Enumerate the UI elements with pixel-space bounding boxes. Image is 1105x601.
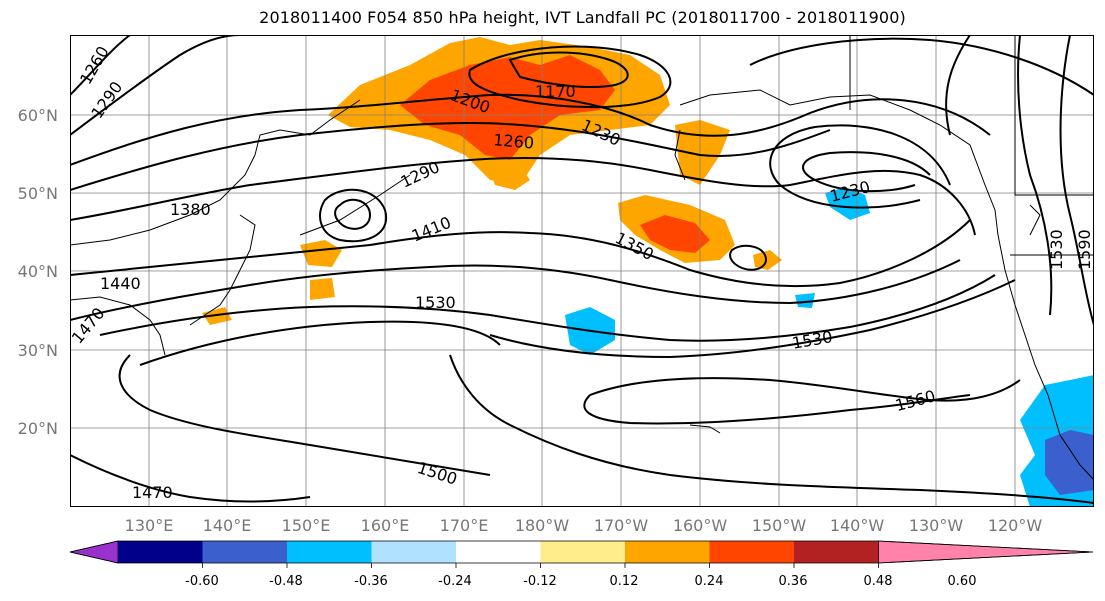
colorbar-segment	[709, 541, 794, 563]
lon-label: 150°W	[751, 516, 807, 535]
colorbar-extend-min	[69, 540, 119, 564]
colorbar-segment	[287, 541, 372, 563]
colorbar-segment	[371, 541, 456, 563]
colorbar-tick-label: -0.60	[185, 574, 219, 589]
lon-label: 180°W	[514, 516, 570, 535]
contour-label: 1470	[132, 483, 173, 502]
colorbar-tick-label: 0.60	[947, 574, 977, 589]
lon-label: 140°W	[829, 516, 885, 535]
graticule	[70, 35, 1094, 507]
lat-label-50n: 50°N	[17, 184, 58, 203]
lon-label: 170°W	[593, 516, 649, 535]
lat-label-60n: 60°N	[17, 106, 58, 125]
colorbar-segment	[540, 541, 625, 563]
lat-label-30n: 30°N	[17, 341, 58, 360]
contour-label: 1530	[415, 293, 456, 312]
colorbar-tick-label: 0.12	[609, 574, 639, 589]
lon-label: 140°E	[202, 516, 252, 535]
contour-label: 1260	[493, 130, 535, 152]
negative-anomaly-shading	[565, 187, 1094, 507]
lat-label-20n: 20°N	[17, 419, 58, 438]
colorbar-tick-label: -0.36	[354, 574, 388, 589]
colorbar-segment	[794, 541, 879, 563]
colorbar-outline	[69, 540, 1094, 564]
colorbar-tick-label: 0.24	[694, 574, 724, 589]
contour-label: 1440	[100, 274, 141, 293]
positive-anomaly-shading	[202, 37, 782, 325]
lon-label: 160°E	[360, 516, 410, 535]
height-contours	[70, 35, 1094, 504]
contour-label: 1170	[535, 82, 576, 101]
contour-label: 1380	[170, 200, 211, 219]
lon-label: 130°E	[124, 516, 174, 535]
lon-label: 160°W	[672, 516, 728, 535]
coastlines	[70, 35, 1094, 481]
colorbar-segment	[456, 541, 541, 563]
lon-label: 120°W	[987, 516, 1043, 535]
colorbar-segment	[202, 541, 287, 563]
colorbar-extend-max	[878, 540, 1094, 564]
colorbar-segment	[118, 541, 203, 563]
lon-label: 130°W	[908, 516, 964, 535]
colorbar	[69, 540, 1094, 568]
lon-label: 150°E	[281, 516, 331, 535]
map-panel: 1260 1290 1200 1170 1230 1260 1290 1380 …	[70, 35, 1094, 507]
lat-label-40n: 40°N	[17, 262, 58, 281]
colorbar-tick-label: 0.48	[863, 574, 893, 589]
lon-label: 170°E	[439, 516, 489, 535]
colorbar-tick-label: -0.12	[523, 574, 557, 589]
colorbar-tick-label: -0.48	[269, 574, 303, 589]
contour-label: 1530	[1047, 229, 1066, 270]
contour-label: 1590	[1075, 229, 1094, 270]
colorbar-segment	[625, 541, 710, 563]
map-title: 2018011400 F054 850 hPa height, IVT Land…	[259, 8, 906, 27]
colorbar-tick-label: 0.36	[778, 574, 808, 589]
colorbar-tick-label: -0.24	[438, 574, 472, 589]
